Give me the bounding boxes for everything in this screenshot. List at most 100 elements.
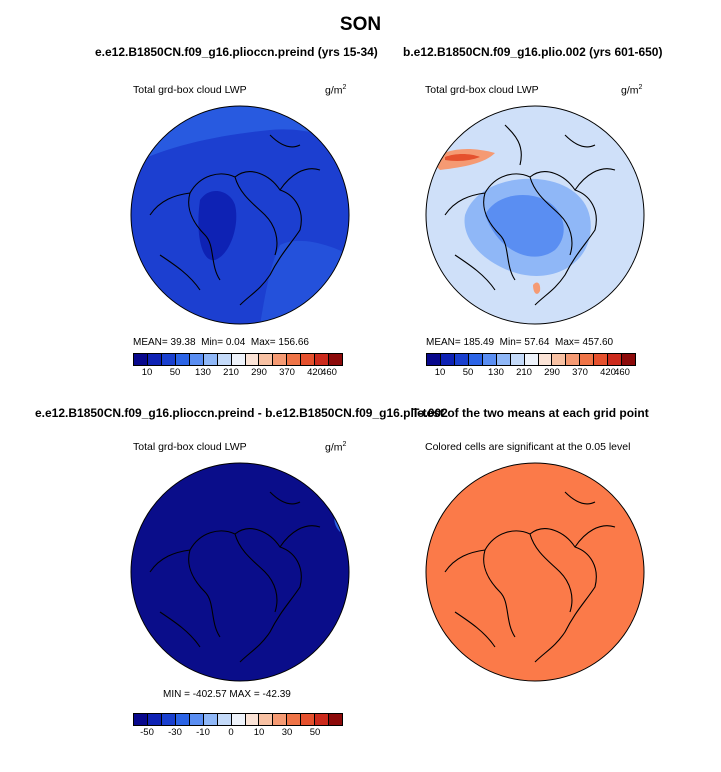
colorbar-tick-label: 10 — [434, 367, 446, 378]
panel2-subtitle: Total grd-box cloud LWP — [425, 84, 539, 96]
colorbar-tick-label: -10 — [196, 727, 210, 738]
colorbar-tick-label: 50 — [169, 367, 181, 378]
colorbar-cell — [175, 714, 190, 725]
panel1-title: e.e12.B1850CN.f09_g16.plioccn.preind (yr… — [95, 45, 378, 59]
colorbar-cell — [329, 354, 343, 365]
panel2-contour-red2 — [445, 154, 480, 161]
colorbar-cell — [245, 714, 260, 725]
panel4-coastline — [444, 491, 616, 663]
colorbar-tick-label: 50 — [309, 727, 321, 738]
colorbar-cell — [482, 354, 497, 365]
colorbar-cell — [203, 714, 218, 725]
colorbar-cell — [496, 354, 511, 365]
colorbar-cell — [217, 354, 232, 365]
panel3-colorbar: -50 -30 -10 0 10 30 50 — [133, 713, 343, 738]
panel3-field — [131, 463, 349, 681]
panel4-title: T-test of the two means at each grid poi… — [412, 406, 649, 420]
colorbar-cell — [287, 714, 302, 725]
panel1-subtitle: Total grd-box cloud LWP — [133, 84, 247, 96]
colorbar-cell — [552, 354, 567, 365]
colorbar-tick-label: 130 — [488, 367, 504, 378]
colorbar-cell — [189, 354, 204, 365]
panel4-subtitle: Colored cells are significant at the 0.0… — [425, 441, 631, 453]
panel3-title: e.e12.B1850CN.f09_g16.plioccn.preind - b… — [35, 406, 448, 420]
colorbar-tick-label: -50 — [140, 727, 154, 738]
colorbar-cell — [245, 354, 260, 365]
panel1-map — [130, 105, 350, 325]
colorbar-tick-label: -30 — [168, 727, 182, 738]
panel2-colorbar-cells — [426, 353, 636, 366]
panel1-colorbar: 10 50 130 210 290 370 420 460 — [133, 353, 343, 378]
colorbar-tick-label: 290 — [544, 367, 560, 378]
colorbar-tick-label: 420 — [600, 367, 616, 378]
colorbar-cell — [580, 354, 595, 365]
panel1-units: g/m2 — [325, 84, 347, 97]
colorbar-cell — [301, 714, 316, 725]
colorbar-tick-label: 290 — [251, 367, 267, 378]
panel2-contour-orange — [533, 282, 541, 294]
panel3-units: g/m2 — [325, 441, 347, 454]
colorbar-cell — [203, 354, 218, 365]
colorbar-cell — [622, 354, 636, 365]
colorbar-tick-label: 50 — [462, 367, 474, 378]
panel2-stats: MEAN= 185.49 Min= 57.64 Max= 457.60 — [426, 337, 614, 348]
colorbar-cell — [454, 354, 469, 365]
colorbar-cell — [134, 714, 148, 725]
panel3-coastline — [149, 491, 321, 663]
colorbar-tick-label: 210 — [223, 367, 239, 378]
colorbar-cell — [231, 354, 246, 365]
colorbar-cell — [175, 354, 190, 365]
panel1-stats: MEAN= 39.38 Min= 0.04 Max= 156.66 — [133, 337, 309, 348]
colorbar-tick-label: 210 — [516, 367, 532, 378]
panel2-title: b.e12.B1850CN.f09_g16.plio.002 (yrs 601-… — [403, 45, 663, 59]
panel2-coastline — [444, 124, 616, 306]
panel3-colorbar-cells — [133, 713, 343, 726]
colorbar-cell — [315, 354, 330, 365]
panel1-coastline — [149, 134, 321, 306]
colorbar-cell — [510, 354, 525, 365]
colorbar-cell — [594, 354, 609, 365]
colorbar-cell — [329, 714, 343, 725]
colorbar-tick-label: 0 — [228, 727, 234, 738]
colorbar-tick-label: 420 — [307, 367, 323, 378]
panel4-map — [425, 462, 645, 682]
panel2-map — [425, 105, 645, 325]
colorbar-tick-label: 130 — [195, 367, 211, 378]
colorbar-tick-label: 10 — [141, 367, 153, 378]
colorbar-cell — [287, 354, 302, 365]
panel1-colorbar-cells — [133, 353, 343, 366]
panel4-field — [426, 463, 644, 681]
colorbar-tick-label: 10 — [253, 727, 265, 738]
panel1-contour-dark — [198, 190, 237, 261]
colorbar-cell — [217, 714, 232, 725]
panel2-units: g/m2 — [621, 84, 643, 97]
panel3-colorbar-ticks: -50 -30 -10 0 10 30 50 — [133, 726, 343, 738]
panel1-colorbar-ticks: 10 50 130 210 290 370 420 460 — [133, 366, 343, 378]
colorbar-cell — [468, 354, 483, 365]
colorbar-cell — [273, 354, 288, 365]
colorbar-tick-label: 460 — [321, 367, 337, 378]
colorbar-cell — [273, 714, 288, 725]
colorbar-cell — [134, 354, 148, 365]
colorbar-tick-label: 370 — [572, 367, 588, 378]
colorbar-tick-label: 460 — [614, 367, 630, 378]
colorbar-cell — [566, 354, 581, 365]
colorbar-cell — [161, 354, 176, 365]
colorbar-cell — [315, 714, 330, 725]
panel3-stats: MIN = -402.57 MAX = -42.39 — [163, 689, 291, 700]
panel3-map — [130, 462, 350, 682]
colorbar-cell — [608, 354, 623, 365]
colorbar-cell — [189, 714, 204, 725]
colorbar-cell — [524, 354, 539, 365]
panel2-contour-blue — [485, 195, 564, 257]
colorbar-tick-label: 370 — [279, 367, 295, 378]
panel2-colorbar-ticks: 10 50 130 210 290 370 420 460 — [426, 366, 636, 378]
colorbar-cell — [301, 354, 316, 365]
panel3-subtitle: Total grd-box cloud LWP — [133, 441, 247, 453]
colorbar-cell — [161, 714, 176, 725]
colorbar-cell — [427, 354, 441, 365]
colorbar-cell — [147, 714, 162, 725]
panel2-colorbar: 10 50 130 210 290 370 420 460 — [426, 353, 636, 378]
colorbar-cell — [231, 714, 246, 725]
colorbar-cell — [259, 354, 274, 365]
